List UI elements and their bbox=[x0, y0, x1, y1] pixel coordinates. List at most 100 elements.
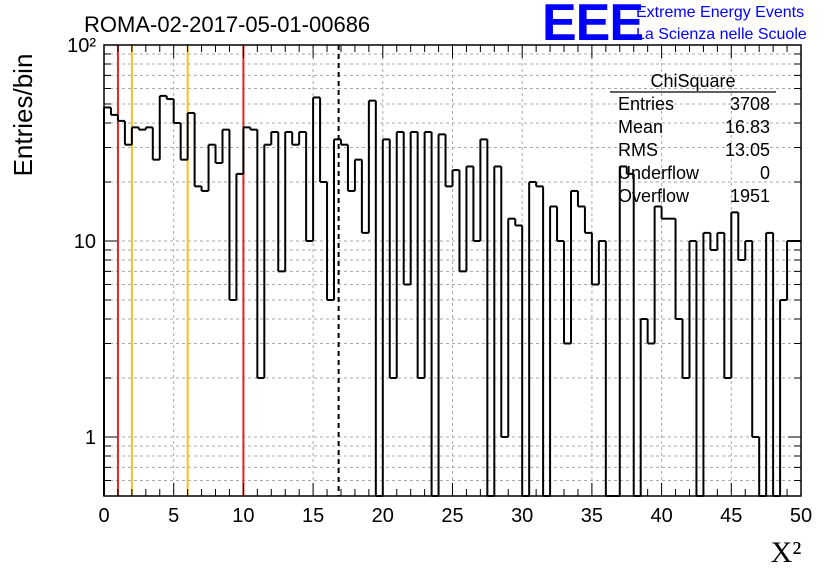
x-tick-label: 35 bbox=[581, 505, 603, 527]
histogram-bin bbox=[298, 130, 307, 145]
x-tick-label: 10 bbox=[232, 505, 254, 527]
histogram-bin bbox=[604, 240, 613, 497]
x-axis-label: X² bbox=[771, 536, 802, 569]
histogram-bin bbox=[158, 94, 167, 160]
histogram-bin bbox=[709, 232, 718, 251]
eee-logo: EEE Extreme Energy Events La Scienza nel… bbox=[542, 0, 807, 52]
chart-title: ROMA-02-2017-05-01-00686 bbox=[84, 12, 370, 37]
histogram-bin bbox=[284, 130, 293, 272]
histogram-bin bbox=[207, 143, 216, 191]
histogram-bin bbox=[458, 170, 467, 273]
histogram-bin bbox=[521, 225, 530, 497]
histogram-bin bbox=[437, 133, 446, 496]
histogram-bin bbox=[339, 139, 348, 146]
histogram-bin bbox=[730, 211, 739, 378]
histogram-bin bbox=[472, 166, 481, 242]
stats-title: ChiSquare bbox=[650, 71, 735, 91]
histogram-bin bbox=[535, 181, 544, 188]
histogram-bin bbox=[186, 111, 195, 160]
stats-label: Mean bbox=[618, 117, 663, 137]
x-tick-label: 50 bbox=[790, 505, 812, 527]
histogram-bin bbox=[702, 231, 711, 496]
histogram-bin bbox=[395, 130, 404, 378]
stats-value: 16.83 bbox=[725, 117, 770, 137]
histogram-bin bbox=[597, 239, 606, 285]
histogram-bin bbox=[326, 181, 335, 302]
histogram-bin bbox=[716, 231, 725, 250]
histogram-bin bbox=[388, 139, 397, 379]
stats-value: 0 bbox=[760, 163, 770, 183]
histogram-bin bbox=[333, 138, 341, 301]
histogram-bin bbox=[381, 138, 390, 496]
histogram-bin bbox=[423, 130, 432, 378]
histogram-bin bbox=[723, 232, 732, 379]
histogram-bin bbox=[109, 107, 118, 116]
x-tick-label: 5 bbox=[168, 505, 179, 527]
histogram-bin bbox=[514, 218, 523, 227]
stats-label: RMS bbox=[618, 140, 658, 160]
x-tick-labels: 0 5 10 15 20 25 30 35 40 45 50 bbox=[98, 505, 812, 527]
histogram-bin bbox=[681, 318, 690, 379]
histogram-bin bbox=[507, 217, 516, 437]
histogram-bin bbox=[367, 99, 376, 233]
histogram-bin bbox=[751, 240, 760, 438]
histogram-bin bbox=[137, 127, 146, 131]
y-tick-label: 1 bbox=[85, 427, 96, 449]
x-tick-label: 15 bbox=[302, 505, 324, 527]
y-tick-label: 10 bbox=[74, 231, 96, 253]
stats-label: Overflow bbox=[618, 186, 690, 206]
histogram-bin bbox=[444, 134, 453, 188]
histogram-bin bbox=[542, 186, 551, 497]
histogram-bin bbox=[409, 130, 418, 285]
x-tick-label: 25 bbox=[441, 505, 463, 527]
histogram-bin bbox=[765, 231, 774, 496]
x-tick-label: 45 bbox=[720, 505, 742, 527]
axes bbox=[103, 44, 802, 497]
histogram-bin bbox=[660, 206, 669, 220]
histogram-bin bbox=[312, 96, 321, 241]
histogram-bin bbox=[228, 129, 237, 302]
histogram-bin bbox=[646, 318, 655, 345]
histogram-bin bbox=[291, 131, 300, 146]
histogram-bin bbox=[402, 131, 411, 286]
histogram-bin bbox=[353, 158, 362, 191]
histogram-bin bbox=[116, 114, 125, 122]
histogram-bin bbox=[144, 126, 153, 130]
histogram-bin bbox=[772, 232, 781, 497]
histogram-bin bbox=[618, 165, 627, 496]
histogram-bin bbox=[493, 165, 502, 496]
logo-line-1: Extreme Energy Events bbox=[636, 4, 804, 21]
histogram-bin bbox=[277, 131, 286, 273]
x-tick-label: 20 bbox=[372, 505, 394, 527]
x-tick-label: 0 bbox=[98, 505, 109, 527]
histogram-bin bbox=[179, 122, 188, 161]
histogram-bin bbox=[242, 126, 251, 174]
histogram-bins bbox=[103, 94, 801, 497]
histogram-bin bbox=[779, 299, 788, 496]
histogram-bin bbox=[674, 218, 683, 320]
histogram-bin bbox=[688, 239, 697, 378]
histogram-bin bbox=[346, 144, 355, 192]
histogram-bin bbox=[263, 143, 272, 378]
histogram-bin bbox=[632, 173, 641, 497]
histogram-bin bbox=[695, 240, 704, 497]
histogram-bin bbox=[583, 206, 592, 234]
stats-value: 1951 bbox=[730, 186, 770, 206]
eee-logo-text: EEE bbox=[542, 0, 643, 52]
histogram-bin bbox=[151, 127, 160, 161]
stats-label: Underflow bbox=[618, 163, 700, 183]
stats-box: ChiSquare Entries 3708 Mean 16.83 RMS 13… bbox=[610, 71, 776, 206]
histogram-bin bbox=[590, 232, 599, 286]
histogram-bin bbox=[123, 120, 132, 146]
stats-label: Entries bbox=[618, 94, 674, 114]
histogram-bin bbox=[653, 205, 662, 344]
histogram-bin bbox=[479, 138, 488, 241]
histogram-bin bbox=[451, 169, 460, 187]
histogram-bin bbox=[416, 131, 425, 379]
stats-value: 13.05 bbox=[725, 140, 770, 160]
x-tick-label: 40 bbox=[650, 505, 672, 527]
histogram-bin bbox=[569, 189, 578, 344]
histogram-bin bbox=[737, 212, 746, 261]
histogram-bin bbox=[500, 166, 509, 438]
